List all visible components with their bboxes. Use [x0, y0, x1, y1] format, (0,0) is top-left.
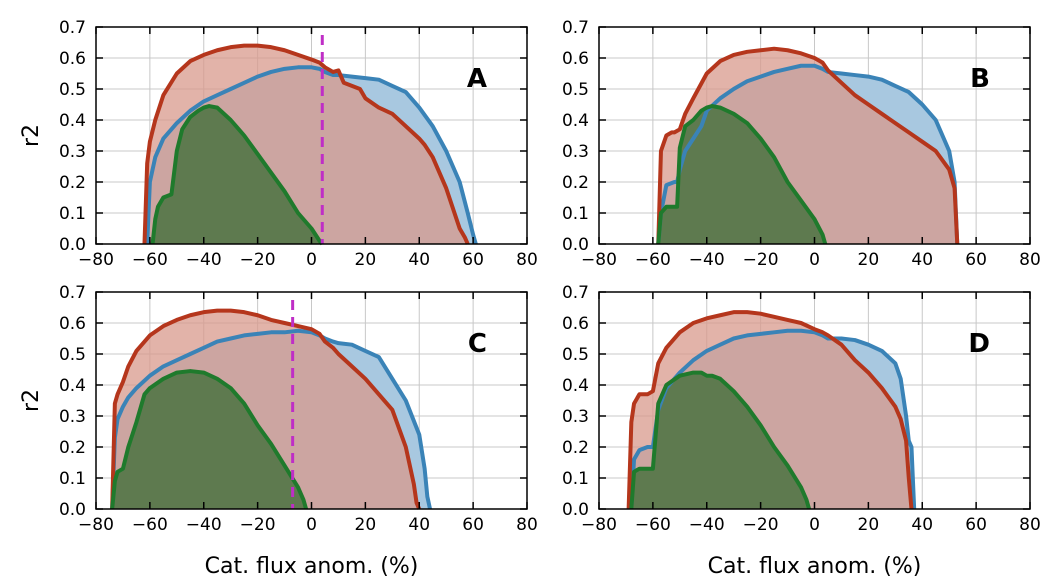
y-tick-label: 0.6 — [59, 314, 86, 334]
y-tick-label: 0.3 — [562, 142, 589, 162]
x-tick-label: 60 — [965, 250, 987, 270]
panel-label: B — [970, 64, 990, 94]
x-tick-label: −20 — [240, 515, 276, 535]
series-green-area — [112, 371, 307, 509]
x-tick-label: 0 — [809, 250, 820, 270]
y-tick-label: 0.0 — [59, 235, 86, 255]
y-tick-label: 0.4 — [59, 111, 86, 131]
panel-a: −80 −60 −40 −20 0 20 40 60 80 0.0 0.1 0.2 0.3 0.4 0.5 0… — [19, 18, 538, 270]
x-tick-label: 0 — [306, 250, 317, 270]
y-tick-label: 0.6 — [562, 49, 589, 69]
panel-b: −80 −60 −40 −20 0 20 40 60 80 0.0 0.1 0.2 0.3 0.4 0.5 0… — [562, 18, 1041, 270]
y-tick-label: 0.2 — [59, 173, 86, 193]
series-red-line — [110, 308, 422, 510]
series-red-line — [626, 310, 914, 510]
x-tick-label: 60 — [965, 515, 987, 535]
y-tick-label: 0.3 — [562, 407, 589, 427]
y-tick-label: 0.4 — [562, 111, 589, 131]
y-tick-label: 0.4 — [562, 376, 589, 396]
y-tick-label: 0.0 — [562, 235, 589, 255]
y-tick-label: 0.5 — [59, 80, 86, 100]
x-tick-label: 40 — [408, 250, 430, 270]
x-tick-label: −80 — [78, 250, 114, 270]
x-axis-label: Cat. flux anom. (%) — [708, 554, 922, 579]
series-blue-line — [110, 328, 432, 510]
x-tick-label: −20 — [743, 515, 779, 535]
x-tick-label: 80 — [1019, 250, 1041, 270]
y-tick-label: 0.1 — [59, 204, 86, 224]
y-tick-label: 0.7 — [562, 18, 589, 38]
x-tick-label: 60 — [462, 515, 484, 535]
y-tick-label: 0.1 — [562, 204, 589, 224]
x-tick-label: −60 — [132, 515, 168, 535]
x-tick-label: −80 — [581, 250, 617, 270]
y-tick-label: 0.1 — [562, 469, 589, 489]
panel-label: C — [468, 329, 487, 359]
series-green-line — [629, 370, 812, 510]
x-tick-label: −20 — [743, 250, 779, 270]
x-tick-label: 60 — [462, 250, 484, 270]
y-tick-label: 0.7 — [59, 283, 86, 303]
panel-label: A — [467, 64, 487, 94]
y-tick-label: 0.7 — [59, 18, 86, 38]
x-tick-label: −40 — [186, 250, 222, 270]
y-tick-label: 0.2 — [562, 173, 589, 193]
x-tick-label: −60 — [132, 250, 168, 270]
x-tick-label: 20 — [858, 250, 880, 270]
x-tick-label: 20 — [355, 250, 377, 270]
panel-d: −80 −60 −40 −20 0 20 40 60 80 0.0 0.1 0.2 0.3 0.4 0.5 0… — [562, 283, 1041, 579]
x-tick-label: −40 — [689, 250, 725, 270]
x-axis-label: Cat. flux anom. (%) — [205, 554, 419, 579]
y-tick-label: 0.5 — [59, 345, 86, 365]
series-red-line — [656, 46, 960, 245]
series-green-area — [631, 372, 810, 509]
y-tick-label: 0.5 — [562, 345, 589, 365]
x-tick-label: 0 — [809, 515, 820, 535]
x-tick-label: 80 — [1019, 515, 1041, 535]
series-green-area — [658, 106, 826, 244]
y-tick-label: 0.7 — [562, 283, 589, 303]
panel-c: −80 −60 −40 −20 0 20 40 60 80 0.0 0.1 0.2 0.3 0.4 0.5 0… — [19, 283, 538, 579]
x-tick-label: 40 — [911, 250, 933, 270]
series-red-line — [142, 43, 470, 245]
x-tick-label: −20 — [240, 250, 276, 270]
series-green-line — [656, 104, 828, 245]
x-tick-label: 20 — [355, 515, 377, 535]
y-tick-label: 0.5 — [562, 80, 589, 100]
series-blue-line — [145, 65, 478, 245]
x-tick-label: 0 — [306, 515, 317, 535]
x-tick-label: −40 — [689, 515, 725, 535]
y-tick-label: 0.4 — [59, 376, 86, 396]
series-green-line — [110, 369, 309, 510]
x-tick-label: 40 — [408, 515, 430, 535]
y-tick-label: 0.2 — [562, 438, 589, 458]
y-tick-label: 0.0 — [562, 500, 589, 520]
y-tick-label: 0.1 — [59, 469, 86, 489]
x-tick-label: −60 — [635, 515, 671, 535]
x-tick-label: −80 — [78, 515, 114, 535]
y-tick-label: 0.2 — [59, 438, 86, 458]
y-axis-label: r2 — [19, 389, 44, 412]
x-tick-label: 80 — [516, 250, 538, 270]
series-green-line — [150, 104, 324, 246]
x-tick-label: 20 — [858, 515, 880, 535]
y-tick-label: 0.3 — [59, 142, 86, 162]
x-tick-label: −60 — [635, 250, 671, 270]
x-tick-label: 80 — [516, 515, 538, 535]
x-tick-label: −40 — [186, 515, 222, 535]
y-tick-label: 0.0 — [59, 500, 86, 520]
panel-label: D — [968, 329, 990, 359]
y-tick-label: 0.6 — [59, 49, 86, 69]
x-tick-label: −80 — [581, 515, 617, 535]
y-tick-label: 0.3 — [59, 407, 86, 427]
x-tick-label: 40 — [911, 515, 933, 535]
y-tick-label: 0.6 — [562, 314, 589, 334]
series-green-area — [152, 106, 323, 244]
y-axis-label: r2 — [19, 124, 44, 147]
